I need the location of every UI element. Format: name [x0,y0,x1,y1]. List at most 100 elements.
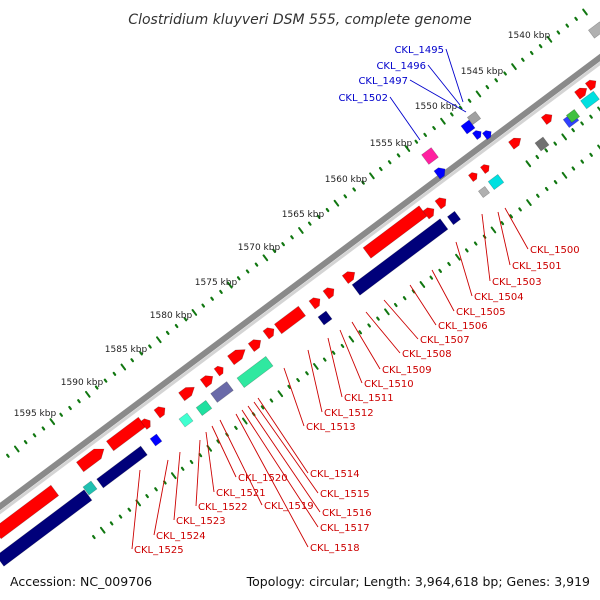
gene-label-forward: CKL_1505 [456,307,506,318]
leader-line [427,64,461,106]
kbp-label: 1565 kbp [282,210,325,220]
forward-gene [467,172,478,183]
outer-tick [529,50,534,56]
gene-label-forward: CKL_1517 [320,523,370,534]
leader-line [211,425,237,478]
other-feature [421,147,439,165]
leader-line [247,405,321,513]
inner-tick-upper [216,439,220,444]
forward-gene [273,305,307,335]
outer-tick [582,8,588,16]
gene-label-forward: CKL_1514 [310,469,360,480]
leader-line [365,311,401,354]
outer-tick [139,351,143,356]
gene-label-forward: CKL_1504 [474,292,524,303]
outer-tick [174,323,179,329]
forward-gene [508,137,522,150]
inner-tick-upper [198,453,203,458]
leader-line [327,337,343,398]
reverse-gene [96,445,148,489]
outer-tick [23,440,28,445]
outer-tick [112,371,117,376]
outer-tick [325,207,330,213]
inner-tick-upper [509,214,514,219]
inner-tick-upper [358,330,363,335]
forward-gene [153,406,166,419]
outer-tick [49,418,56,426]
other-feature [236,355,274,389]
outer-tick [210,296,214,301]
forward-gene [247,339,262,353]
gene-label-forward: CKL_1523 [176,516,226,527]
gene-label-forward: CKL_1522 [198,502,248,513]
outer-tick [183,317,188,322]
backbone-gray-band [0,53,600,511]
leader-line [339,329,363,384]
outer-tick [467,98,472,103]
leader-line [389,96,421,141]
outer-tick [521,57,525,62]
forward-gene [0,484,60,540]
outer-tick [281,242,285,247]
inner-tick-upper [447,261,451,267]
other-feature [178,412,194,428]
forward-gene [479,164,490,175]
outer-tick [574,16,578,21]
gene-label-forward: CKL_1501 [512,261,562,272]
other-feature [580,90,600,110]
other-feature [587,21,600,39]
outer-tick [298,227,304,234]
outer-tick [120,363,127,371]
outer-tick [556,30,561,35]
inner-tick-upper [145,494,149,499]
inner-tick-top [553,141,558,146]
genome-backbone [0,53,600,515]
inner-tick-top [571,128,575,133]
outer-tick [396,153,401,158]
kbp-label: 1595 kbp [14,409,57,419]
other-feature [477,185,491,199]
inner-tick-upper [260,405,265,410]
inner-tick-upper [269,398,274,403]
leader-line [253,401,319,494]
outer-tick [245,269,250,274]
inner-tick-upper [473,241,478,246]
outer-tick [6,453,10,458]
leader-line [153,459,169,536]
inner-tick-upper [544,186,549,192]
kbp-label: 1555 kbp [370,139,413,149]
outer-tick [165,330,170,335]
inner-tick-upper [464,248,469,253]
leader-line [351,321,381,370]
gene-label-forward: CKL_1506 [438,321,488,332]
inner-tick-upper [384,308,390,316]
reverse-gene [317,310,333,326]
other-feature [195,399,213,417]
inner-tick-upper [367,323,371,328]
outer-tick [148,344,152,349]
forward-gene [308,297,321,310]
backbone-light-band [0,61,600,515]
inner-tick-upper [234,425,238,430]
other-feature [210,381,234,403]
inner-tick-upper [340,343,345,348]
forward-gene [262,327,275,340]
leader-line [504,207,529,250]
inner-tick-upper [305,371,309,376]
leader-line [497,211,511,266]
leader-line [409,79,467,113]
reverse-gene [351,218,449,296]
other-feature [466,110,482,126]
forward-gene [140,418,151,430]
outer-tick [458,105,463,110]
outer-tick [156,336,162,344]
kbp-label: 1560 kbp [325,175,368,185]
forward-gene [322,287,335,300]
inner-tick-upper [553,180,558,185]
outer-tick [414,139,419,144]
forward-gene [227,349,246,366]
inner-tick-top [589,114,593,119]
kbp-label: 1580 kbp [150,311,193,321]
inner-tick-upper [127,507,132,512]
